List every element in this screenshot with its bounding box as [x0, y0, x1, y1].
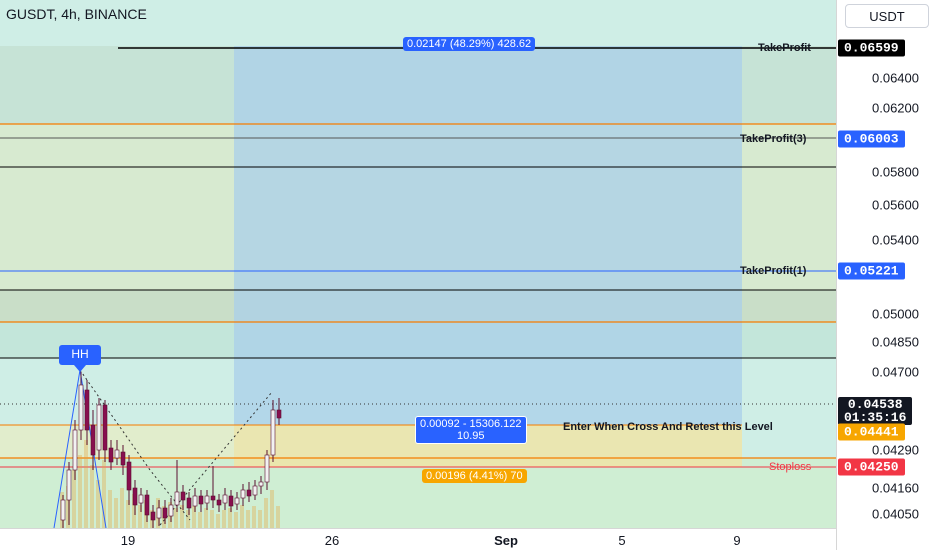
candle-countdown: 01:35:16	[844, 410, 907, 425]
up-trendline[interactable]	[159, 391, 273, 526]
time-axis[interactable]: 19 26 Sep 5 9	[0, 528, 836, 550]
entry-note-label: Enter When Cross And Retest this Level	[563, 421, 773, 433]
candle-body	[168, 504, 174, 517]
candle-body	[132, 487, 138, 506]
price-tick: 0.04050	[872, 506, 919, 522]
candle-body	[180, 491, 186, 501]
candle-body	[114, 449, 120, 459]
candle-body	[78, 384, 84, 431]
down-trendline[interactable]	[79, 369, 191, 521]
candle-body	[162, 507, 168, 519]
candle-body	[156, 507, 162, 519]
candle-body	[186, 497, 192, 509]
take-profit-price-tag[interactable]: 0.06599	[838, 39, 905, 57]
candle-body	[108, 447, 114, 463]
candle-body	[204, 495, 210, 504]
candle-body	[150, 511, 156, 521]
chart-canvas[interactable]	[0, 0, 836, 528]
price-tick: 0.06200	[872, 100, 919, 116]
take-profit-1-price-tag[interactable]: 0.05221	[838, 262, 905, 280]
target-stats-box[interactable]: 0.02147 (48.29%) 428.62	[403, 37, 536, 51]
position-stats-box[interactable]: 0.00092 - 15306.122 10.95	[415, 416, 527, 444]
candle-body	[246, 489, 252, 497]
candle-body	[210, 495, 216, 501]
price-tick: 0.05400	[872, 232, 919, 248]
candle-body	[138, 494, 144, 504]
stoploss-price-tag[interactable]: 0.04250	[838, 458, 905, 476]
take-profit-3-label: TakeProfit(3)	[740, 133, 807, 145]
price-tick: 0.05000	[872, 306, 919, 322]
candle-body	[90, 424, 96, 456]
candle-body	[144, 494, 150, 516]
take-profit-label: TakeProfit	[758, 42, 811, 54]
candle-body	[60, 499, 66, 521]
candle-body	[270, 409, 276, 456]
candle-body	[84, 389, 90, 431]
candle-body	[72, 429, 78, 471]
candle-body	[276, 409, 282, 419]
stop-stats-box[interactable]: 0.00196 (4.41%) 70	[422, 469, 527, 483]
candle-body	[240, 489, 246, 499]
stoploss-label: Stoploss	[769, 461, 812, 473]
entry-price-tag[interactable]: 0.04441	[838, 423, 905, 441]
hh-marker[interactable]	[59, 345, 101, 372]
time-tick: 26	[324, 533, 340, 548]
candle-body	[174, 491, 180, 506]
price-tick: 0.04850	[872, 334, 919, 350]
time-tick: 19	[120, 533, 136, 548]
candle-body	[216, 499, 222, 506]
candle-body	[192, 495, 198, 507]
candle-body	[66, 469, 72, 501]
position-stats-line1: 0.00092 - 15306.122	[420, 418, 522, 430]
price-tick: 0.04700	[872, 364, 919, 380]
position-stats-line2: 10.95	[457, 430, 485, 442]
take-profit-1-label: TakeProfit(1)	[740, 265, 807, 277]
candle-body	[258, 481, 264, 487]
current-price-tag[interactable]: 0.04538 01:35:16	[838, 397, 913, 425]
hh-label: HH	[71, 347, 89, 361]
candle-body	[126, 461, 132, 491]
time-tick: Sep	[494, 533, 518, 548]
time-tick: 5	[618, 533, 626, 548]
candle-body	[252, 485, 258, 496]
currency-button[interactable]: USDT	[845, 4, 929, 28]
support-zone	[0, 458, 836, 528]
candle-body	[234, 497, 240, 505]
candle-body	[222, 494, 228, 504]
candle-body	[96, 404, 102, 451]
position-profit-zone[interactable]	[234, 46, 742, 425]
current-price-value: 0.04538	[847, 397, 903, 412]
candle-body	[198, 495, 204, 505]
price-tick: 0.04290	[872, 442, 919, 458]
price-tick: 0.05600	[872, 197, 919, 213]
time-tick: 9	[733, 533, 741, 548]
candlestick-series	[60, 372, 282, 528]
price-tick: 0.06400	[872, 70, 919, 86]
candle-body	[264, 454, 270, 483]
price-tick: 0.05800	[872, 164, 919, 180]
candle-body	[120, 451, 126, 466]
candle-body	[228, 495, 234, 507]
candle-body	[102, 404, 108, 451]
price-tick: 0.04160	[872, 480, 919, 496]
chart-area[interactable]: GUSDT, 4h, BINANCE HH 0.02147 (48.29%) 4…	[0, 0, 836, 528]
symbol-title: GUSDT, 4h, BINANCE	[6, 6, 147, 22]
take-profit-3-price-tag[interactable]: 0.06003	[838, 130, 905, 148]
